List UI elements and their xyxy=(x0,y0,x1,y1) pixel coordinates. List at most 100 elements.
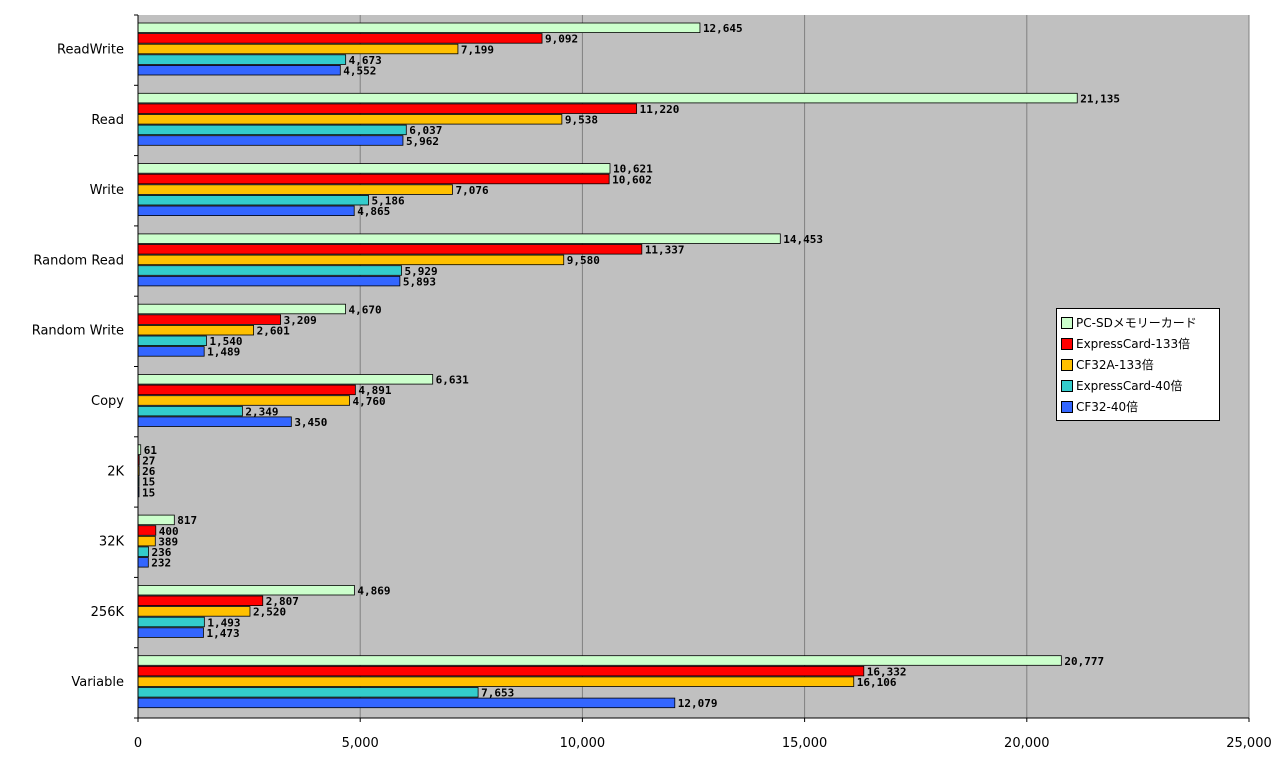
bar xyxy=(137,275,401,287)
data-label: 2,601 xyxy=(257,325,290,338)
bar xyxy=(137,54,347,65)
category-label: Random Read xyxy=(33,253,124,268)
legend-label: ExpressCard-40倍 xyxy=(1076,379,1183,393)
data-label: 15 xyxy=(142,486,155,499)
category-label: 256K xyxy=(91,605,125,620)
data-label: 9,538 xyxy=(565,114,598,127)
legend-item: ExpressCard-40倍 xyxy=(1061,375,1215,396)
bar xyxy=(137,346,205,357)
legend-swatch xyxy=(1061,379,1073,392)
data-label: 7,199 xyxy=(461,43,494,56)
data-label: 4,552 xyxy=(343,65,376,78)
bar xyxy=(137,103,638,114)
bar xyxy=(137,194,369,206)
data-label: 2,807 xyxy=(266,595,299,608)
data-label: 5,962 xyxy=(406,135,439,148)
data-label: 11,220 xyxy=(640,103,680,116)
bar xyxy=(137,616,205,628)
data-label: 4,865 xyxy=(357,205,390,218)
category-label: Write xyxy=(90,183,124,198)
data-label: 61 xyxy=(144,444,158,457)
data-label: 1,493 xyxy=(207,616,240,629)
legend-label: CF32A-133倍 xyxy=(1076,358,1154,372)
category-label: 32K xyxy=(99,535,125,550)
data-label: 1,540 xyxy=(209,335,242,348)
data-label: 11,337 xyxy=(645,244,685,257)
category-label: Copy xyxy=(91,394,124,409)
bar xyxy=(137,324,254,336)
legend-item: CF32A-133倍 xyxy=(1061,354,1215,375)
data-label: 20,777 xyxy=(1064,655,1104,668)
bar xyxy=(137,233,781,244)
data-label: 26 xyxy=(142,465,156,478)
legend-swatch xyxy=(1061,337,1073,350)
data-label: 6,631 xyxy=(436,374,469,387)
data-label: 10,621 xyxy=(613,163,653,176)
data-label: 12,079 xyxy=(678,697,718,710)
bars xyxy=(137,22,1078,709)
bar xyxy=(137,114,563,125)
data-label: 7,653 xyxy=(481,687,514,700)
data-label: 27 xyxy=(142,455,155,468)
data-label: 4,670 xyxy=(349,303,382,316)
data-label: 16,332 xyxy=(867,665,907,678)
bar xyxy=(137,697,676,709)
bar xyxy=(137,546,149,557)
data-label: 12,645 xyxy=(703,22,743,35)
data-label: 389 xyxy=(158,535,178,548)
axis-ticks xyxy=(134,14,1250,722)
bar xyxy=(137,655,1062,666)
bar xyxy=(137,173,610,185)
bar xyxy=(137,335,207,347)
bar xyxy=(137,687,479,698)
category-label: Variable xyxy=(71,675,124,690)
x-tick-label: 0 xyxy=(134,736,142,751)
bar xyxy=(137,124,407,136)
bar xyxy=(137,244,643,255)
legend-swatch xyxy=(1061,358,1073,371)
legend-item: ExpressCard-133倍 xyxy=(1061,333,1215,354)
bar xyxy=(137,557,149,568)
x-tick-label: 15,000 xyxy=(782,736,828,751)
data-label: 1,473 xyxy=(206,627,239,640)
bar xyxy=(137,254,565,266)
bar xyxy=(137,595,264,607)
legend-label: CF32-40倍 xyxy=(1076,400,1139,414)
data-label: 10,602 xyxy=(612,173,652,186)
bar xyxy=(137,374,434,385)
bar xyxy=(137,43,459,55)
data-label: 4,869 xyxy=(357,585,390,598)
bar xyxy=(137,184,453,195)
bar xyxy=(137,265,402,276)
category-label: 2K xyxy=(107,464,124,479)
data-label: 5,929 xyxy=(404,265,437,278)
data-label: 400 xyxy=(159,525,179,538)
bar xyxy=(137,627,204,638)
data-label: 15 xyxy=(142,476,155,489)
data-label: 9,580 xyxy=(567,254,600,267)
data-label: 16,106 xyxy=(857,676,897,689)
bar xyxy=(137,92,1078,104)
bar xyxy=(137,163,611,174)
bar xyxy=(137,33,543,44)
bar xyxy=(137,606,251,617)
bar xyxy=(137,665,865,677)
data-label: 236 xyxy=(151,546,171,559)
data-label: 1,489 xyxy=(207,346,240,359)
data-label: 3,209 xyxy=(284,314,317,327)
legend-label: ExpressCard-133倍 xyxy=(1076,337,1191,351)
data-label: 4,673 xyxy=(349,54,382,67)
category-label: ReadWrite xyxy=(57,43,124,58)
data-label: 21,135 xyxy=(1080,92,1120,105)
data-label: 2,349 xyxy=(245,405,278,418)
x-tick-labels: 0 5,000 10,000 15,000 20,000 25,000 xyxy=(134,736,1272,751)
data-label: 3,450 xyxy=(294,416,327,429)
data-label: 817 xyxy=(177,514,197,527)
bar xyxy=(137,405,243,417)
bar xyxy=(137,205,355,217)
legend-swatch xyxy=(1061,400,1073,413)
category-label: Read xyxy=(91,113,124,128)
bar xyxy=(137,384,356,396)
